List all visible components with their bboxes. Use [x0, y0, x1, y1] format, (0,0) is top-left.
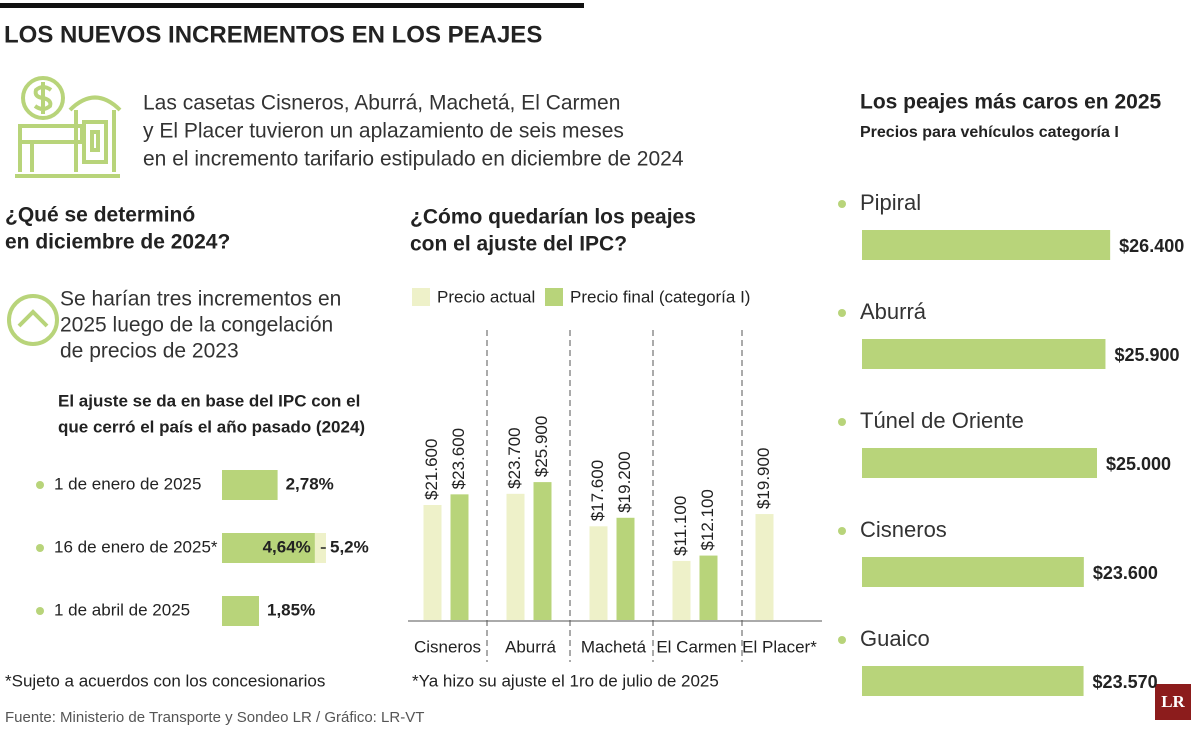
source: Fuente: Ministerio de Transporte y Sonde… — [5, 709, 424, 726]
section-title: ¿Cómo quedarían los peajes — [410, 206, 696, 229]
value-label: $19.200 — [615, 451, 634, 512]
bullet — [838, 200, 846, 208]
value-label: $23.600 — [449, 428, 468, 489]
category-label: Aburrá — [505, 637, 557, 656]
legend-label: Precio final (categoría I) — [570, 287, 750, 306]
bullet — [36, 607, 44, 615]
bar — [506, 493, 525, 620]
high-label: 5,2% — [330, 537, 369, 556]
category-label: Guaico — [860, 626, 930, 651]
bar — [862, 666, 1084, 696]
value-label: 1,85% — [267, 600, 315, 619]
legend-swatch — [545, 288, 563, 306]
category-label: 1 de abril de 2025 — [54, 600, 190, 619]
bar — [672, 560, 691, 620]
value-label: $12.100 — [698, 489, 717, 550]
bar — [533, 482, 552, 620]
value-label: $11.100 — [671, 496, 690, 556]
bullet — [838, 636, 846, 644]
legend-label: Precio actual — [437, 287, 535, 306]
bar — [862, 339, 1106, 369]
value-label: $25.900 — [532, 416, 551, 477]
intro-line: y El Placer tuvieron un aplazamiento de … — [143, 120, 624, 143]
bar — [699, 555, 718, 620]
bullet — [36, 481, 44, 489]
legend-swatch — [412, 288, 430, 306]
intro-line: Las casetas Cisneros, Aburrá, Machetá, E… — [143, 92, 620, 115]
subtitle: que cerró el país el año pasado (2024) — [58, 417, 365, 436]
bar — [222, 596, 259, 626]
value-label: 4,64% — [263, 537, 311, 556]
bullet — [36, 544, 44, 552]
bar — [423, 505, 442, 620]
section-title: con el ajuste del IPC? — [410, 233, 627, 256]
section-title: Los peajes más caros en 2025 — [860, 91, 1161, 114]
bar — [222, 533, 315, 563]
category-label: El Carmen — [656, 637, 736, 656]
category-label: Cisneros — [414, 637, 481, 656]
main-title: LOS NUEVOS INCREMENTOS EN LOS PEAJES — [4, 21, 542, 48]
category-label: 16 de enero de 2025* — [54, 537, 218, 556]
value-label: $23.570 — [1093, 672, 1158, 692]
bullet — [838, 527, 846, 535]
bar — [755, 514, 774, 620]
value-label: $21.600 — [422, 439, 441, 500]
bar — [862, 448, 1097, 478]
category-label: 1 de enero de 2025 — [54, 474, 201, 493]
toll-icon — [15, 76, 122, 178]
increase-icon — [7, 294, 59, 346]
lead-line: 2025 luego de la congelación — [60, 314, 333, 337]
dividers — [486, 330, 743, 662]
bullet — [838, 309, 846, 317]
category-label: El Placer* — [742, 637, 817, 656]
value-label: $17.600 — [588, 460, 607, 521]
subtitle: El ajuste se da en base del IPC con el — [58, 391, 360, 410]
value-label: $23.600 — [1093, 563, 1158, 583]
intro-line: en el incremento tarifario estipulado en… — [143, 148, 684, 171]
bar — [616, 517, 635, 620]
category-label: Machetá — [581, 637, 647, 656]
category-label: Cisneros — [860, 517, 947, 542]
note: *Ya hizo su ajuste el 1ro de julio de 20… — [412, 671, 719, 690]
value-label: $25.000 — [1106, 454, 1171, 474]
lead-line: de precios de 2023 — [60, 340, 239, 363]
value-label: $23.700 — [505, 427, 524, 488]
note: *Sujeto a acuerdos con los concesionario… — [5, 671, 325, 690]
logo-box — [1155, 684, 1191, 720]
bar — [222, 470, 278, 500]
lead-line: Se harían tres incrementos en — [60, 288, 341, 311]
value-label: $19.900 — [754, 448, 773, 509]
logo: LR — [1161, 692, 1185, 711]
top-rule — [0, 3, 584, 8]
section-title: ¿Qué se determinó — [5, 204, 195, 227]
value-label: 2,78% — [286, 474, 334, 493]
subtitle: Precios para vehículos categoría I — [860, 124, 1119, 141]
value-label: $25.900 — [1114, 345, 1179, 365]
section-title: en diciembre de 2024? — [5, 231, 230, 254]
category-label: Pipiral — [860, 190, 921, 215]
bar — [862, 557, 1084, 587]
category-label: Túnel de Oriente — [860, 408, 1024, 433]
category-label: Aburrá — [860, 299, 927, 324]
bar — [862, 230, 1111, 260]
bar — [450, 494, 469, 620]
value-label: $26.400 — [1119, 236, 1184, 256]
bar — [589, 526, 608, 620]
bullet — [838, 418, 846, 426]
